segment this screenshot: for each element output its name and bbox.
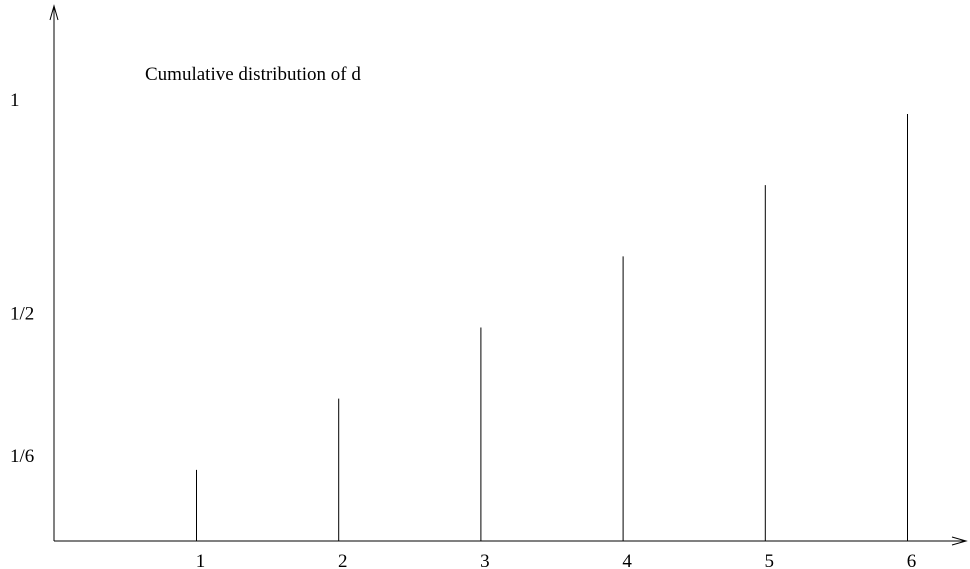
y-tick-labels: 1/6 1/2 1 bbox=[10, 90, 34, 467]
y-tick-label-1: 1/6 bbox=[10, 446, 34, 467]
x-tick-label-2: 2 bbox=[338, 551, 348, 569]
x-tick-label-1: 1 bbox=[196, 551, 206, 569]
x-tick-label-3: 3 bbox=[480, 551, 490, 569]
x-tick-label-5: 5 bbox=[765, 551, 775, 569]
chart-title: Cumulative distribution of d bbox=[145, 64, 361, 85]
y-axis-arrowhead bbox=[49, 4, 59, 21]
y-tick-label-3: 1 bbox=[10, 90, 20, 111]
x-tick-label-4: 4 bbox=[622, 551, 632, 569]
x-tick-labels: 1 2 3 4 5 6 bbox=[196, 551, 917, 569]
y-tick-label-2: 1/2 bbox=[10, 304, 34, 325]
bars bbox=[196, 114, 908, 541]
x-axis-arrowhead bbox=[951, 536, 968, 546]
axes bbox=[49, 4, 968, 546]
x-tick-label-6: 6 bbox=[907, 551, 917, 569]
